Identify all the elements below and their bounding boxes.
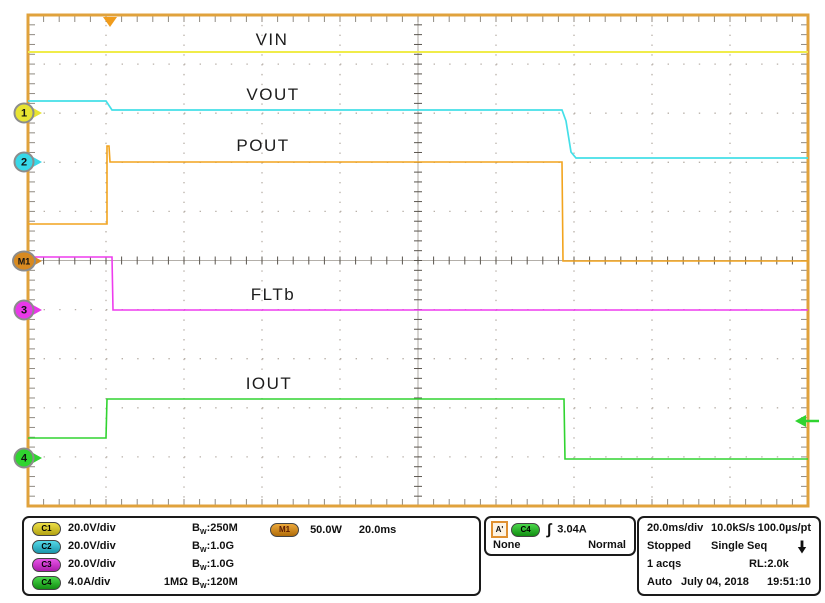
channel-3-row: C3 20.0V/div BW:1.0G <box>24 556 479 574</box>
trace-pout <box>28 145 808 262</box>
waveform-label-pout: POUT <box>236 136 290 155</box>
math-timebase: 20.0ms <box>358 523 397 536</box>
datetime-row: Auto July 04, 2018 19:51:10 <box>639 574 819 592</box>
channel-4-badge[interactable]: C4 <box>32 576 61 590</box>
position-marker-ch1: 1 <box>13 102 42 124</box>
position-marker-ch3: 3 <box>13 299 42 321</box>
channel-4-bandwidth: BW:120M <box>192 576 238 591</box>
channel-1-scale[interactable]: 20.0V/div <box>68 522 116 534</box>
math-readout[interactable]: M1 50.0W 20.0ms <box>270 523 396 537</box>
channel-1-badge[interactable]: C1 <box>32 522 61 536</box>
trigger-position-down-arrow-icon <box>797 540 807 554</box>
trigger-position-marker <box>103 17 117 27</box>
trigger-level-value[interactable]: 3.04A <box>557 523 587 536</box>
date-value: July 04, 2018 <box>681 576 749 588</box>
horizontal-row: 20.0ms/div 10.0kS/s 100.0µs/pt <box>639 520 819 538</box>
channel-2-scale[interactable]: 20.0V/div <box>68 540 116 552</box>
channel-4-scale[interactable]: 4.0A/div <box>68 576 111 588</box>
acquisition-state: Stopped <box>647 540 691 552</box>
scope-graticule: 1 2 M1 3 4 <box>12 13 819 508</box>
trigger-slope-icon: ∫ <box>547 521 552 538</box>
record-length: RL:2.0k <box>749 558 789 570</box>
channel-3-badge[interactable]: C3 <box>32 558 61 572</box>
trigger-settings-row: A' C4 ∫ 3.04A <box>491 521 587 538</box>
channel-2-bandwidth: BW:1.0G <box>192 540 235 555</box>
acquisition-count: 1 acqs <box>647 558 682 570</box>
trigger-level-arrow <box>795 415 806 427</box>
trace-fltb <box>28 256 808 311</box>
channel-4-row: C4 4.0A/div 1MΩ BW:120M <box>24 574 479 592</box>
position-marker-ch2: 2 <box>13 151 42 173</box>
channel-3-scale[interactable]: 20.0V/div <box>68 558 116 570</box>
channel-2-row: C2 20.0V/div BW:1.0G <box>24 538 479 556</box>
resolution: 100.0µs/pt <box>757 522 811 534</box>
trigger-mode[interactable]: Normal <box>588 539 626 551</box>
channel-readout-box[interactable]: C1 20.0V/div BW:250M C2 20.0V/div BW:1.0… <box>22 516 481 596</box>
record-row: 1 acqs RL:2.0k <box>639 556 819 574</box>
position-marker-math1: M1 <box>12 250 42 272</box>
channel-3-bandwidth: BW:1.0G <box>192 558 235 573</box>
acquisition-state-row: Stopped Single Seq <box>639 538 819 556</box>
position-marker-ch4: 4 <box>13 447 42 469</box>
channel-1-bandwidth: BW:250M <box>192 522 238 537</box>
trigger-holdoff[interactable]: None <box>493 539 521 551</box>
waveform-label-vout: VOUT <box>246 85 300 104</box>
sample-rate: 10.0kS/s <box>711 522 756 534</box>
waveform-label-iout: IOUT <box>245 374 293 393</box>
acquisition-readout-box[interactable]: 20.0ms/div 10.0kS/s 100.0µs/pt Stopped S… <box>637 516 821 596</box>
svg-text:M1: M1 <box>18 257 31 267</box>
waveform-display: 1 2 M1 3 4 VIN VOUT POUT FLTb IOUT <box>12 13 819 508</box>
waveform-label-vin: VIN <box>255 30 289 49</box>
trigger-mode-auto: Auto <box>647 576 673 588</box>
channel-1-row: C1 20.0V/div BW:250M <box>24 520 479 538</box>
trace-vout <box>28 100 808 159</box>
math-1-badge[interactable]: M1 <box>270 523 299 537</box>
channel-4-impedance: 1MΩ <box>163 576 188 588</box>
trigger-a-badge[interactable]: A' <box>491 521 508 538</box>
timebase-value[interactable]: 20.0ms/div <box>647 522 704 534</box>
trigger-source-badge[interactable]: C4 <box>511 522 541 537</box>
trigger-readout-box[interactable]: A' C4 ∫ 3.04A None Normal <box>484 516 636 556</box>
svg-text:4: 4 <box>21 453 28 465</box>
trace-iout <box>28 398 808 460</box>
channel-2-badge[interactable]: C2 <box>32 540 61 554</box>
svg-text:2: 2 <box>21 157 27 169</box>
waveform-label-fltb: FLTb <box>250 285 296 304</box>
time-value: 19:51:10 <box>766 576 811 588</box>
svg-text:3: 3 <box>21 305 27 317</box>
sequence-mode: Single Seq <box>711 540 768 552</box>
svg-text:1: 1 <box>21 108 27 120</box>
math-scale: 50.0W <box>310 523 342 536</box>
